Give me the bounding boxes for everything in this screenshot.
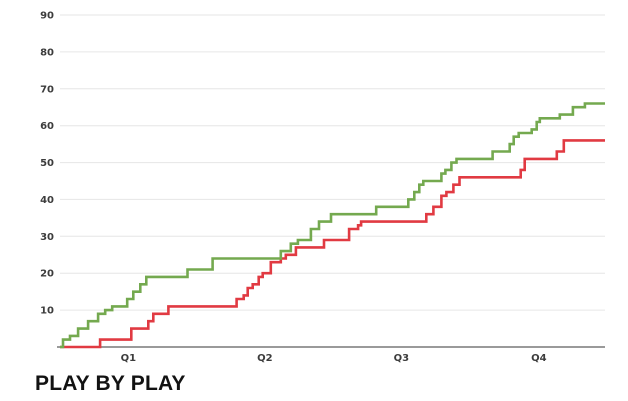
x-axis-label-q3: Q3 xyxy=(394,353,410,364)
y-axis-tick-label-10: 10 xyxy=(40,306,54,317)
gridlines-group xyxy=(57,14,605,348)
y-axis-labels-group: 10 20 30 40 50 60 70 80 90 xyxy=(40,11,54,317)
play-by-play-chart: 10 20 30 40 50 60 70 80 90 Q1 Q2 Q3 Q4 xyxy=(40,11,605,364)
y-axis-tick-label-80: 80 xyxy=(40,47,54,58)
series-group xyxy=(60,102,605,349)
y-axis-tick-label-70: 70 xyxy=(40,84,54,95)
red-series-line xyxy=(60,139,605,349)
x-axis-label-q1: Q1 xyxy=(121,353,137,364)
chart-title: PLAY BY PLAY xyxy=(35,372,186,395)
y-axis-tick-label-30: 30 xyxy=(40,232,54,243)
x-axis-labels-group: Q1 Q2 Q3 Q4 xyxy=(121,353,547,364)
y-axis-tick-label-20: 20 xyxy=(40,269,54,280)
y-axis-tick-label-40: 40 xyxy=(40,195,54,206)
y-axis-tick-label-50: 50 xyxy=(40,158,54,169)
x-axis-label-q2: Q2 xyxy=(257,353,273,364)
green-series-line xyxy=(60,102,605,349)
x-axis-label-q4: Q4 xyxy=(531,353,547,364)
y-axis-tick-label-60: 60 xyxy=(40,121,54,132)
y-axis-tick-label-90: 90 xyxy=(40,11,54,22)
